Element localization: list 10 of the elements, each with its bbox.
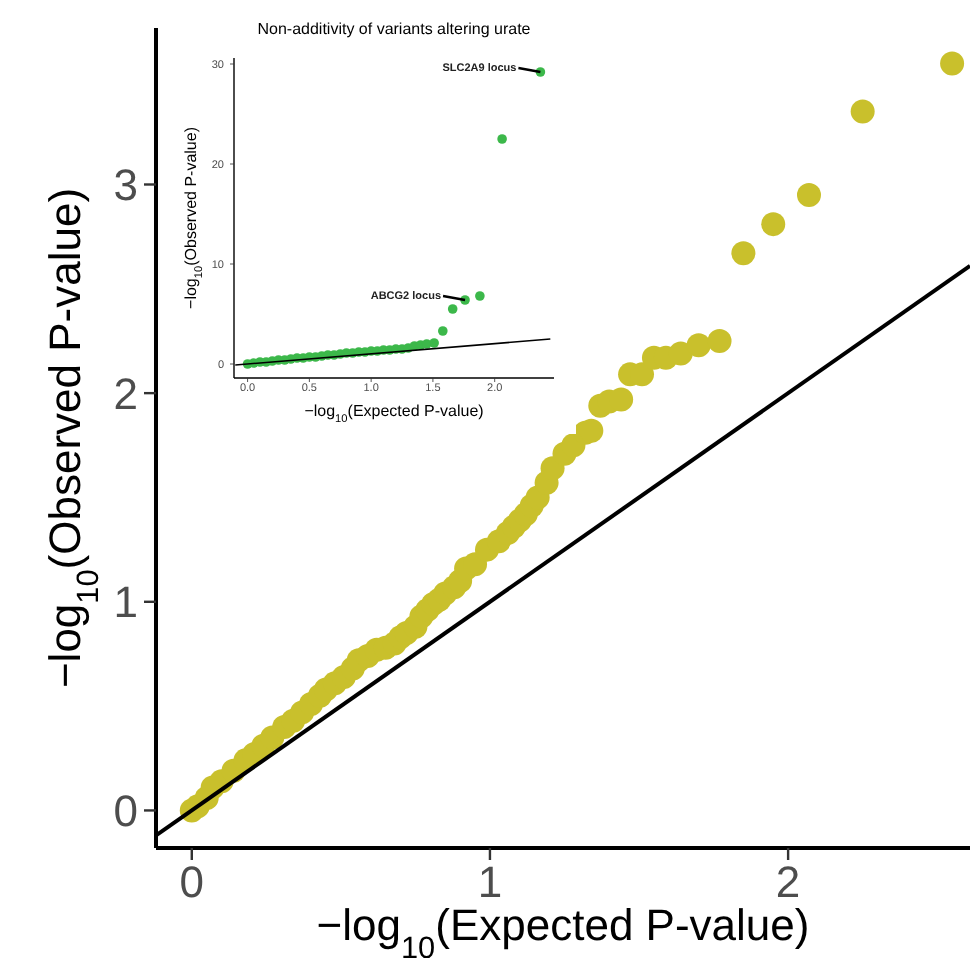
point <box>497 134 507 144</box>
point <box>438 326 448 336</box>
chart-title: Non-additivity of variants altering urate <box>257 20 532 38</box>
x-axis-title: −log$_{10}$(Expected P-value) <box>304 402 485 426</box>
y-tick-label: 0 <box>113 785 138 836</box>
point <box>447 304 458 314</box>
y-tick-label: 1 <box>113 577 138 628</box>
y-tick-label: 3 <box>113 159 138 210</box>
point <box>429 338 439 348</box>
point <box>475 291 485 301</box>
